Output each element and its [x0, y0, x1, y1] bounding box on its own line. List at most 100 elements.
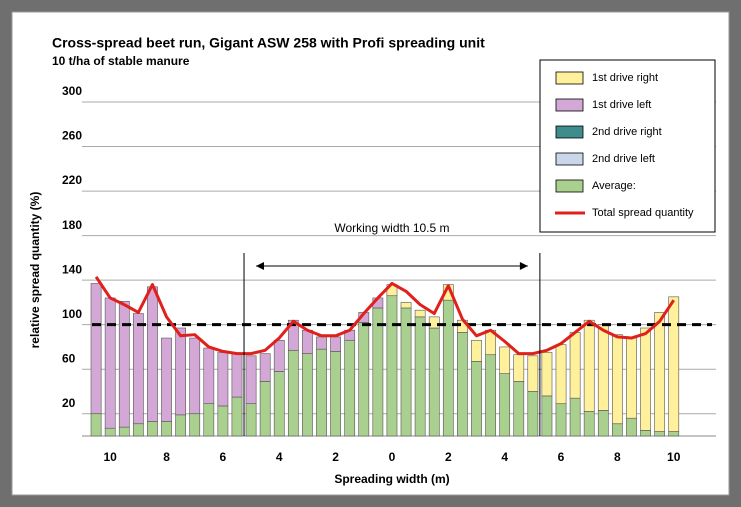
bar [442, 299, 454, 437]
total-line [94, 275, 675, 356]
y-tick-label: 180 [62, 218, 82, 232]
bar [302, 353, 313, 437]
bar [668, 296, 680, 432]
x-tick-label: 8 [614, 450, 621, 464]
bar [414, 316, 426, 437]
bar [245, 355, 257, 405]
y-tick-label: 260 [62, 129, 82, 143]
bar [654, 312, 666, 432]
legend-swatch [555, 125, 584, 139]
bar [428, 316, 440, 329]
x-tick-label: 10 [103, 450, 117, 464]
bar [273, 371, 285, 437]
bar [358, 322, 370, 437]
bar [583, 411, 595, 437]
bar [640, 327, 651, 431]
y-tick-label: 140 [62, 262, 82, 276]
legend-swatch [555, 98, 584, 112]
bar [330, 336, 341, 352]
bar [513, 381, 525, 437]
bar [147, 421, 158, 437]
x-tick-label: 8 [163, 450, 170, 464]
bar [273, 339, 285, 372]
bar [626, 417, 637, 437]
bar [161, 421, 172, 437]
bar [386, 295, 398, 437]
x-tick-label: 6 [220, 450, 227, 464]
y-tick-label: 20 [62, 396, 76, 410]
bar [231, 396, 243, 437]
bar [555, 344, 567, 405]
x-tick-label: 10 [667, 450, 681, 464]
legend-label: Total spread quantity [592, 207, 694, 219]
bar [287, 349, 299, 437]
bar [372, 307, 384, 437]
bar [231, 353, 243, 398]
bar [189, 337, 201, 415]
legend-label: 2nd drive left [592, 153, 655, 165]
bar [259, 381, 271, 437]
legend-swatch [555, 179, 584, 193]
x-tick-label: 2 [332, 450, 339, 464]
bar [428, 327, 440, 437]
bar [217, 352, 229, 407]
x-tick-label: 0 [389, 450, 396, 464]
bar [203, 347, 215, 405]
bar [316, 348, 327, 437]
bar [104, 297, 116, 429]
bar [485, 354, 496, 437]
y-tick-label: 60 [62, 351, 76, 365]
bar [555, 403, 567, 437]
chart-subtitle: 10 t/ha of stable manure [52, 54, 190, 68]
bar [330, 351, 341, 437]
bar [203, 403, 215, 437]
chart-title: Cross-spread beet run, Gigant ASW 258 wi… [52, 35, 485, 51]
bar [569, 397, 581, 437]
bar [597, 410, 609, 437]
bar [626, 337, 637, 419]
bar [527, 391, 539, 437]
bar [90, 413, 102, 437]
bar [640, 430, 651, 437]
y-tick-label: 300 [62, 84, 82, 98]
y-tick-label: 220 [62, 173, 82, 187]
annotation: Working width 10.5 m [334, 221, 449, 235]
bar [471, 361, 482, 437]
bar [132, 423, 144, 437]
bar [175, 327, 186, 416]
bar [400, 307, 412, 437]
bar [541, 395, 553, 437]
y-axis-label: relative spread quantity (%) [28, 192, 42, 349]
bar [118, 300, 130, 428]
bar [400, 302, 412, 309]
bar [471, 339, 482, 362]
bar [217, 405, 229, 437]
bar [597, 324, 609, 411]
bar [668, 431, 680, 437]
legend-label: 1st drive left [592, 99, 651, 111]
bar [414, 309, 426, 318]
bar [569, 332, 581, 399]
bar [612, 334, 623, 425]
bar [118, 426, 130, 437]
bar [499, 346, 511, 374]
bar [302, 329, 313, 354]
bar [245, 403, 257, 437]
bar [513, 354, 525, 382]
x-axis-label: Spreading width (m) [334, 472, 449, 486]
legend-box [539, 59, 716, 233]
bar [527, 355, 539, 392]
bar [316, 336, 327, 350]
bar [583, 319, 595, 412]
x-tick-label: 4 [501, 450, 508, 464]
bar [175, 414, 186, 437]
bar [654, 431, 666, 437]
bar [189, 413, 201, 437]
legend-swatch [555, 71, 584, 85]
bar [259, 353, 271, 382]
bar [161, 337, 172, 422]
legend-label: 1st drive right [592, 72, 658, 84]
bar [104, 427, 116, 437]
x-tick-label: 2 [445, 450, 452, 464]
